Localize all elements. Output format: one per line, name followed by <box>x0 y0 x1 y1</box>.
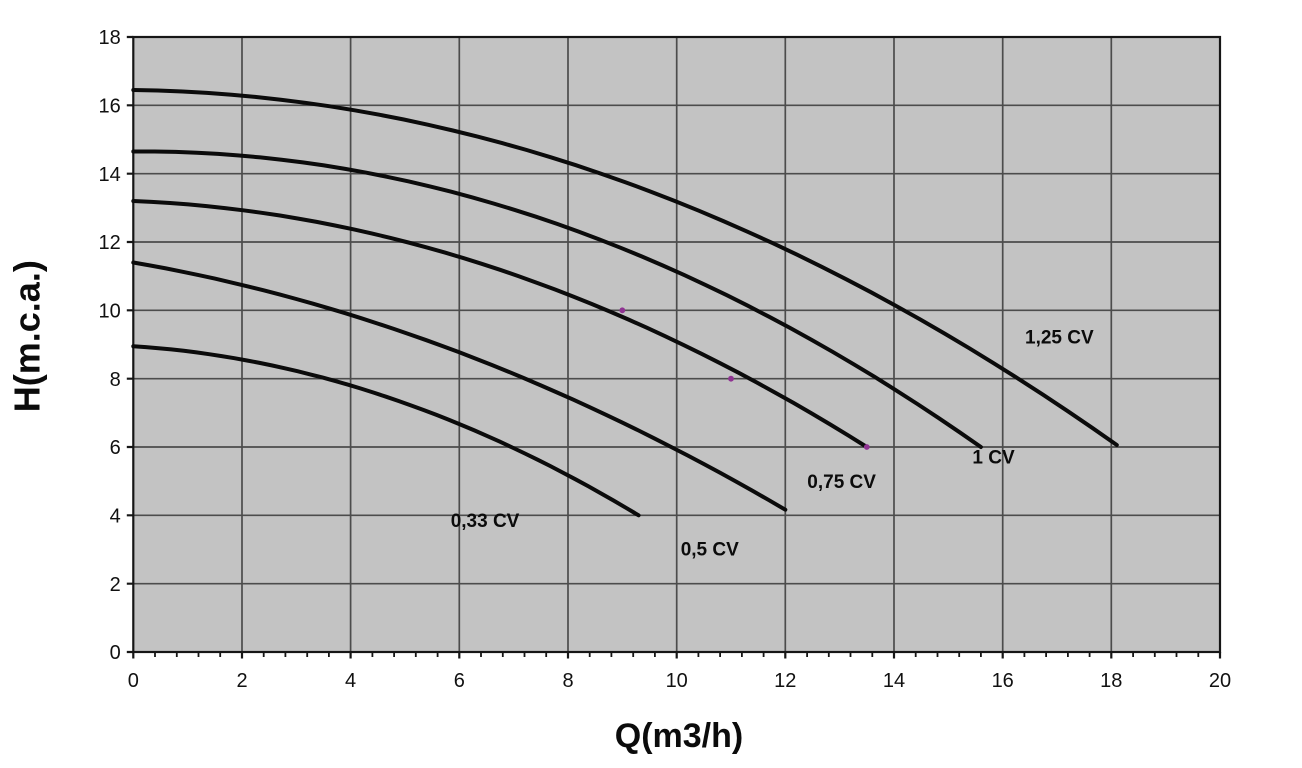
svg-text:16: 16 <box>99 96 121 118</box>
svg-text:0,75 CV: 0,75 CV <box>807 472 876 493</box>
svg-text:H(m.c.a.): H(m.c.a.) <box>7 260 48 412</box>
svg-text:8: 8 <box>110 369 121 391</box>
svg-text:0: 0 <box>110 642 121 664</box>
svg-text:18: 18 <box>99 27 121 49</box>
svg-text:6: 6 <box>454 670 465 692</box>
svg-text:2: 2 <box>110 574 121 596</box>
svg-text:10: 10 <box>99 301 121 323</box>
svg-text:4: 4 <box>110 506 121 528</box>
svg-text:0: 0 <box>128 670 139 692</box>
svg-text:12: 12 <box>774 670 796 692</box>
svg-text:0,5 CV: 0,5 CV <box>681 540 739 561</box>
svg-text:14: 14 <box>883 670 905 692</box>
svg-text:18: 18 <box>1100 670 1122 692</box>
svg-text:10: 10 <box>666 670 688 692</box>
svg-text:8: 8 <box>562 670 573 692</box>
svg-text:16: 16 <box>992 670 1014 692</box>
svg-text:1,25 CV: 1,25 CV <box>1025 327 1094 348</box>
svg-text:12: 12 <box>99 232 121 254</box>
svg-text:0,33 CV: 0,33 CV <box>451 511 520 532</box>
svg-text:2: 2 <box>236 670 247 692</box>
svg-text:6: 6 <box>110 437 121 459</box>
svg-text:14: 14 <box>99 164 121 186</box>
svg-text:20: 20 <box>1209 670 1231 692</box>
svg-text:Q(m3/h): Q(m3/h) <box>615 717 743 755</box>
svg-text:4: 4 <box>345 670 356 692</box>
svg-text:1 CV: 1 CV <box>972 448 1015 469</box>
